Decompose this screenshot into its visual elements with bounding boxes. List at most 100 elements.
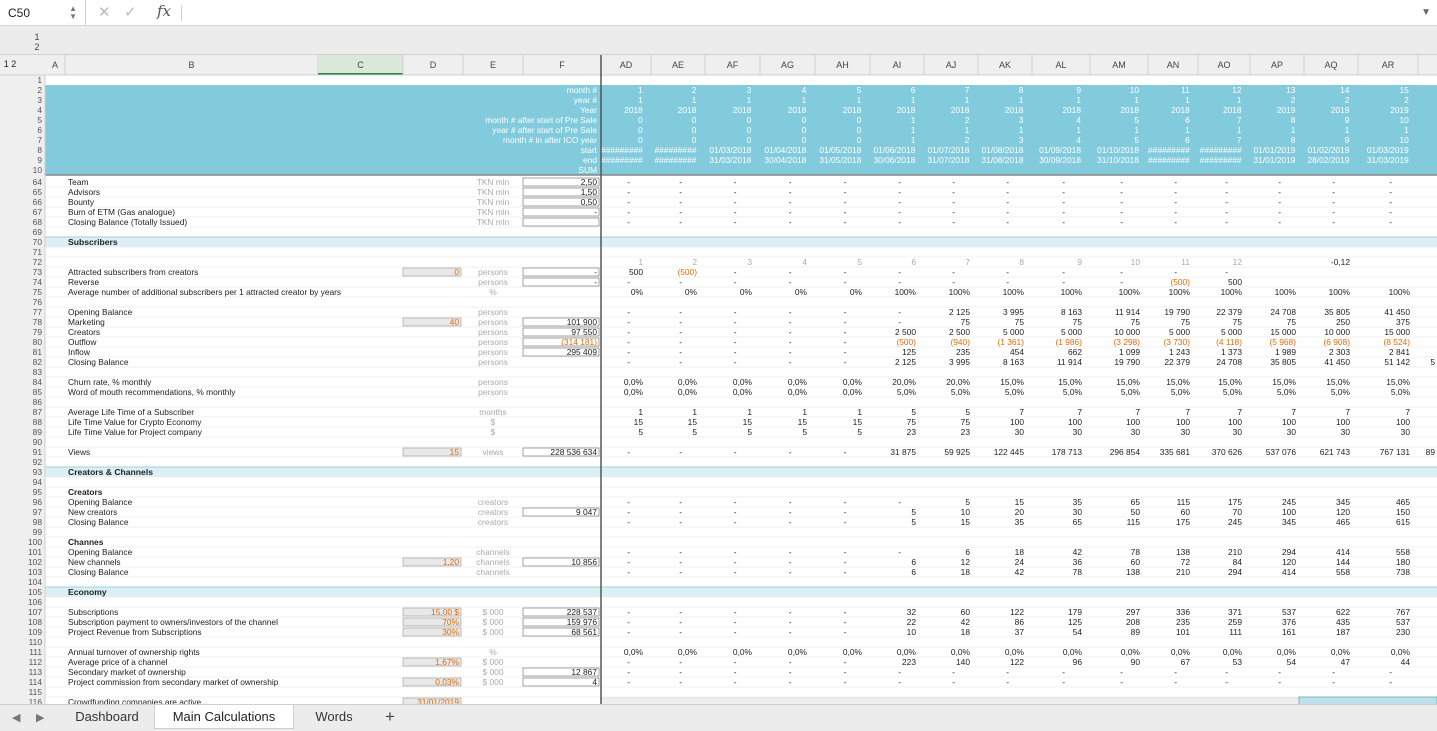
period-value: 11 914	[1115, 307, 1140, 317]
row-number: 80	[33, 337, 43, 347]
column-header-AN: AN	[1167, 60, 1180, 70]
input-cell[interactable]	[402, 617, 462, 627]
period-value: 41 450	[1384, 307, 1410, 317]
period-value: 210	[1228, 547, 1242, 557]
period-value: 15	[688, 417, 698, 427]
period-value: 767	[1396, 607, 1410, 617]
add-sheet-button[interactable]: +	[385, 707, 395, 726]
confirm-formula-icon[interactable]: ✓	[124, 4, 137, 21]
column-header-selected	[318, 55, 403, 75]
header-row-value: 1	[965, 95, 970, 105]
input-cell[interactable]	[402, 317, 462, 327]
sum-value: 295 409	[567, 347, 598, 357]
period-value: 6	[911, 557, 916, 567]
unit-label: creators	[478, 497, 508, 507]
input-cell[interactable]	[402, 557, 462, 567]
header-row-value: 01/08/2018	[981, 145, 1023, 155]
input-cell[interactable]	[402, 697, 462, 705]
period-value: -	[844, 657, 847, 667]
period-value: -	[734, 547, 737, 557]
column-header-AL: AL	[1055, 60, 1066, 70]
unit-label: persons	[478, 317, 508, 327]
header-row-value: 9	[1345, 115, 1350, 125]
header-row-value: 3	[1019, 135, 1024, 145]
outline-row-level-1-button[interactable]: 1	[34, 32, 40, 42]
sum-cell	[522, 187, 600, 197]
tab-words[interactable]: Words	[315, 709, 353, 724]
period-value: -	[844, 347, 847, 357]
period-value: -	[1174, 217, 1177, 227]
period-value: -	[1225, 217, 1228, 227]
period-value: -	[1225, 667, 1228, 677]
input-cell[interactable]	[402, 607, 462, 617]
period-value: 10 000	[1114, 327, 1140, 337]
unit-label: creators	[478, 507, 508, 517]
period-value: -	[734, 607, 737, 617]
period-value: 1	[857, 407, 862, 417]
period-value: 30	[1287, 427, 1297, 437]
row-label: Closing Balance	[68, 567, 129, 577]
cancel-formula-icon[interactable]: ✕	[98, 4, 111, 21]
sum-value: 9 047	[576, 507, 597, 517]
row-number: 75	[33, 287, 43, 297]
formula-bar: C50 ▲ ▼ ✕ ✓ fx ▼	[0, 0, 1437, 26]
period-value: -	[952, 667, 955, 677]
header-row-value: 2019	[1277, 105, 1296, 115]
period-value: 22 379	[1216, 307, 1242, 317]
period-value: 100	[1282, 417, 1296, 427]
period-value: 7	[1291, 407, 1296, 417]
period-value: (500)	[677, 267, 697, 277]
unit-label: channels	[476, 557, 510, 567]
expand-formula-bar-icon[interactable]: ▼	[1421, 7, 1431, 18]
header-row-value: #########	[1200, 145, 1242, 155]
period-value: 3 995	[949, 357, 970, 367]
header-row-value: 31/08/2018	[981, 155, 1023, 165]
tab-dashboard[interactable]: Dashboard	[75, 709, 139, 724]
row-label: Churn rate, % monthly	[68, 377, 152, 387]
input-cell[interactable]	[402, 677, 462, 687]
grid-canvas[interactable]: 1 2 A B C D E F AD AE AF AG AH AI AJ AK AL AM AN AO AP AQ AR 1…	[0, 55, 1437, 705]
header-row-value: #########	[601, 155, 643, 165]
period-value: -	[627, 567, 630, 577]
period-value: 15,0%	[1386, 377, 1410, 387]
period-value: 235	[956, 347, 970, 357]
outline-row-level-2-button[interactable]: 2	[34, 42, 40, 52]
period-value: 120	[1282, 557, 1296, 567]
period-value: 100	[1396, 417, 1410, 427]
header-row-value: 6	[1185, 115, 1190, 125]
period-value: 208	[1126, 617, 1140, 627]
input-cell[interactable]	[402, 267, 462, 277]
period-value: -	[844, 497, 847, 507]
header-row-value: 3	[747, 85, 752, 95]
next-sheet-icon[interactable]: ▶	[36, 712, 45, 724]
period-value: 558	[1396, 547, 1410, 557]
previous-sheet-icon[interactable]: ◀	[12, 712, 21, 724]
name-box[interactable]: C50 ▲ ▼	[0, 0, 86, 26]
period-value: 35 805	[1270, 357, 1296, 367]
period-value: 0,0%	[788, 387, 808, 397]
row-label: Team	[68, 177, 89, 187]
name-box-spinner-icon[interactable]: ▲ ▼	[69, 4, 77, 21]
period-value: -	[898, 547, 901, 557]
period-value: 100%	[1061, 287, 1083, 297]
period-value: 8	[1019, 257, 1024, 267]
sum-value: 12 867	[571, 667, 597, 677]
row-label: Life Time Value for Project company	[68, 427, 203, 437]
period-value: 294	[1282, 547, 1296, 557]
input-cell[interactable]	[402, 627, 462, 637]
spreadsheet-grid[interactable]: 1 2 A B C D E F AD AE AF AG AH AI AJ AK AL AM AN AO AP AQ AR 1…	[0, 55, 1437, 705]
row-number: 68	[33, 217, 43, 227]
period-value: 0,0%	[624, 387, 644, 397]
row-number: 65	[33, 187, 43, 197]
period-value: -	[844, 267, 847, 277]
tab-main-calculations[interactable]: Main Calculations	[154, 705, 294, 729]
insert-function-icon[interactable]: fx	[157, 2, 172, 20]
input-value: 1,20	[443, 557, 460, 567]
period-value: 336	[1176, 607, 1190, 617]
period-value: -	[679, 337, 682, 347]
input-cell[interactable]	[402, 657, 462, 667]
header-row-value: 31/07/2018	[927, 155, 969, 165]
period-value: 5	[747, 427, 752, 437]
period-value: -	[627, 677, 630, 687]
input-cell[interactable]	[402, 447, 462, 457]
